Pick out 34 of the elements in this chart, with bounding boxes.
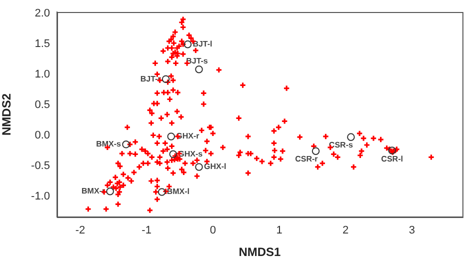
point xyxy=(184,40,192,48)
point xyxy=(195,65,203,74)
y-tick-label: 1.0 xyxy=(34,68,50,80)
point xyxy=(106,187,114,196)
x-axis-title: NMDS1 xyxy=(238,245,282,260)
annotation: GHX-l xyxy=(204,162,226,172)
y-tick-label: -1.0 xyxy=(31,190,50,202)
x-tick-label: 0 xyxy=(210,224,216,237)
annotation: BJT-r xyxy=(140,74,161,84)
x-tick-label: 1 xyxy=(276,224,282,237)
x-tick-label: -2 xyxy=(75,224,86,237)
y-tick-label: 0.0 xyxy=(34,129,50,142)
point xyxy=(158,188,166,196)
point xyxy=(195,163,203,171)
y-axis-title: NMDS2 xyxy=(0,93,14,136)
annotation: BMX-r xyxy=(82,186,106,196)
y-tick-label: 2.0 xyxy=(34,7,50,20)
y-tick-label: -0.5 xyxy=(31,160,50,172)
annotation: CSR-r xyxy=(295,154,318,164)
y-tick-label: 1.5 xyxy=(34,38,50,50)
x-tick-label: 2 xyxy=(342,224,349,237)
point xyxy=(312,147,320,156)
annotation: BMX-s xyxy=(96,140,122,149)
x-tick-label: 3 xyxy=(408,224,416,237)
x-tick-label: -1 xyxy=(142,224,152,237)
point xyxy=(122,140,130,148)
annotation: BJT-l xyxy=(192,40,212,49)
annotation: BMX-l xyxy=(166,187,190,196)
annotation: CSR-s xyxy=(328,140,354,150)
point xyxy=(162,75,170,84)
annotation: CSR-l xyxy=(381,154,403,164)
point xyxy=(167,132,176,140)
y-tick-label: 0.5 xyxy=(34,98,50,111)
point xyxy=(347,133,355,141)
